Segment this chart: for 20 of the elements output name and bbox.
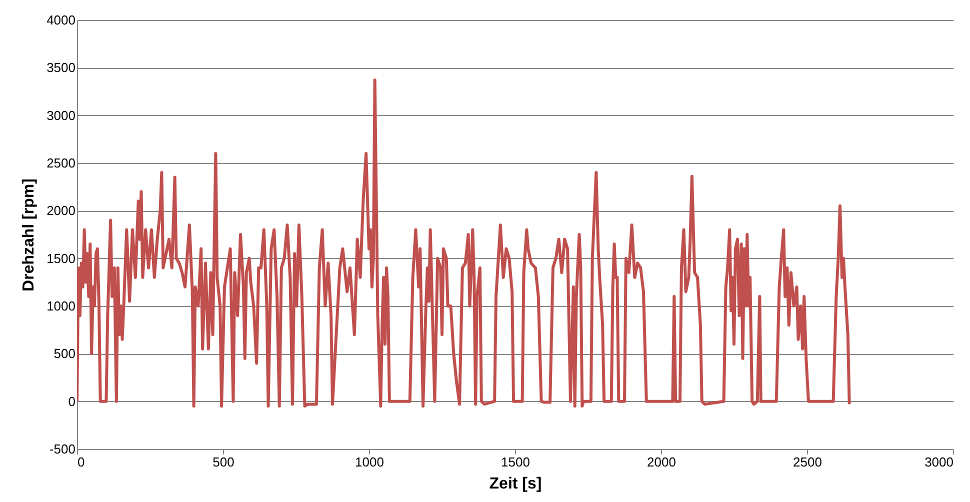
x-tick-label: 1000 (355, 454, 384, 470)
x-tick-label: 2000 (647, 454, 676, 470)
line-series (77, 78, 851, 408)
y-tick-label: 3500 (46, 60, 76, 76)
x-tick-label: 1500 (501, 454, 530, 470)
x-tick-label: 500 (212, 454, 234, 470)
y-tick-label: 2000 (46, 203, 76, 218)
y-tick-label: 500 (54, 346, 76, 362)
y-tick-label: 1000 (46, 298, 76, 314)
x-axis-title: Zeit [s] (489, 476, 542, 492)
y-tick-label: -500 (49, 442, 76, 456)
y-tick-label: 0 (68, 394, 76, 409)
x-tick-label: 2500 (793, 454, 822, 470)
x-tick-label: 0 (78, 454, 85, 470)
y-tick-label: 3000 (46, 108, 76, 123)
y-tick-label: 4000 (46, 12, 76, 28)
x-tick-label: 3000 (924, 454, 954, 470)
y-axis-title: Drehzahl [rpm] (20, 178, 38, 292)
y-tick-label: 1500 (46, 250, 76, 266)
y-tick-label: 2500 (46, 156, 76, 170)
